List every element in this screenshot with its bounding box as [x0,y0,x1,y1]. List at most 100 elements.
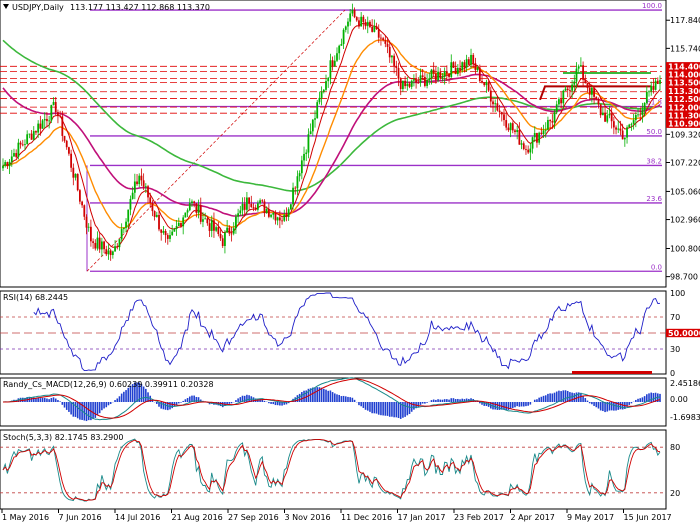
macd-histogram-bar [430,400,433,402]
stoch-axis-label: 20 [670,489,680,498]
candle-body [599,104,602,116]
candle-body [399,78,402,90]
candle-body [610,113,613,122]
macd-histogram-bar [344,396,347,402]
candle-body [63,135,66,141]
macd-histogram-bar [643,396,646,402]
macd-histogram-bar [509,402,512,409]
candle-body [456,67,459,75]
macd-histogram-bar [303,390,305,402]
candle-body [208,223,211,231]
macd-histogram-bar [408,402,411,414]
price-axis-label: 105.060 [670,187,700,196]
macd-histogram-bar [180,402,182,403]
candle-body [485,81,488,86]
candle-body [531,137,534,149]
macd-histogram-bar [298,393,301,402]
macd-histogram-bar [564,390,567,402]
macd-histogram-bar [191,395,193,402]
macd-histogram-bar [555,391,558,402]
candle-body [109,250,112,256]
candle-body [619,128,622,131]
candle-body [496,103,499,111]
macd-histogram-bar [325,389,327,402]
candle-body [43,118,46,121]
macd-histogram-bar [237,398,239,402]
macd-histogram-bar [542,395,545,402]
candle-body [83,205,86,217]
macd-histogram-bar [118,396,121,402]
price-tag-label: 112.000 [668,103,700,112]
macd-histogram-bar [424,402,426,404]
fib-label: 50.0 [646,128,662,136]
candle-body [630,123,633,125]
macd-histogram-bar [595,402,598,408]
macd-histogram-bar [630,402,633,404]
rsi-pane[interactable] [0,290,667,375]
macd-histogram-bar [562,390,565,402]
macd-histogram-bar [650,392,653,402]
macd-histogram-bar [230,402,233,404]
macd-histogram-bar [158,402,160,407]
price-tag-label: 114.000 [668,71,700,80]
macd-histogram-bar [402,402,404,418]
candle-body [377,29,380,38]
macd-histogram-bar [635,399,637,402]
macd-histogram-bar [619,402,622,410]
macd-histogram-bar [39,398,42,402]
candle-body [525,149,527,150]
chart-symbol: USDJPY,Daily [12,3,64,12]
candle-body [364,22,367,27]
price-pane[interactable] [0,0,667,288]
macd-histogram-bar [285,402,288,405]
candle-body [586,83,589,88]
macd-histogram-bar [50,398,53,402]
macd-histogram-bar [437,399,439,402]
macd-histogram-bar [391,402,393,417]
date-axis-label: 14 Jul 2016 [115,513,160,522]
candle-body [536,133,538,143]
macd-histogram-bar [439,399,442,402]
candle-body [582,65,584,80]
macd-histogram-bar [63,402,66,408]
candle-body [289,204,292,210]
macd-histogram-bar [323,388,325,402]
candle-body [395,65,398,69]
macd-histogram-bar [511,402,514,408]
candle-body [74,173,77,178]
candle-body [432,69,435,74]
macd-histogram-bar [41,397,44,402]
candle-body [529,148,532,153]
candle-body [652,85,655,90]
candle-body [366,21,369,27]
macd-histogram-bar [560,391,562,402]
stoch-pane[interactable] [0,429,667,510]
price-tag [666,111,700,120]
candle-body [437,71,439,81]
macd-histogram-bar [283,402,286,405]
candle-body [489,90,492,102]
macd-histogram-bar [116,398,119,402]
candle-body [514,130,516,133]
candle-body [149,197,152,204]
date-axis-label: 3 Nov 2016 [285,513,331,522]
candle-body [380,37,382,39]
candle-body [50,104,53,121]
candle-body [235,216,237,229]
macd-histogram-bar [193,395,195,402]
candle-body [309,131,312,135]
rsi-axis-label: 0 [670,369,675,378]
macd-histogram-bar [358,402,360,406]
candle-body [408,83,411,87]
candle-body [292,187,294,205]
candle-body [428,78,431,81]
macd-histogram-bar [584,398,587,402]
candle-body [391,55,393,58]
macd-histogram-bar [527,402,529,406]
macd-histogram-bar [68,402,70,412]
macd-histogram-bar [360,402,362,407]
macd-histogram-bar [593,402,595,406]
candle-body [127,209,130,222]
macd-histogram-bar [628,402,631,405]
